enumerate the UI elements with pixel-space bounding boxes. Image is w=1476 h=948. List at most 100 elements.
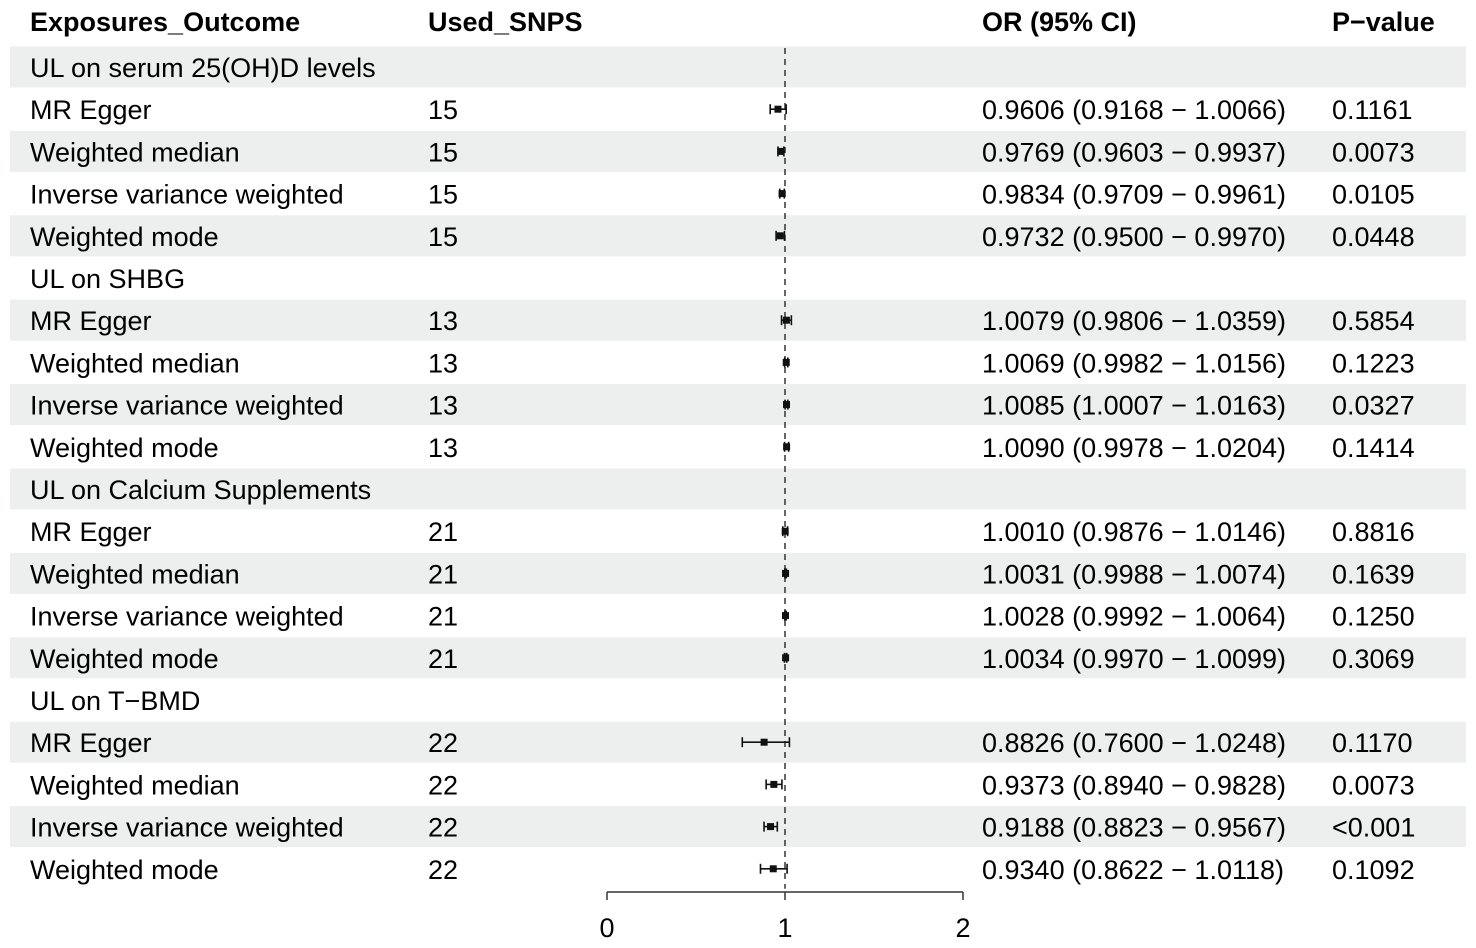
- p-value: 0.1414: [1332, 433, 1415, 463]
- p-value: <0.001: [1332, 813, 1415, 843]
- p-value: 0.1161: [1332, 95, 1413, 125]
- or-point: [760, 738, 768, 746]
- row-band: [10, 721, 1466, 763]
- p-value: 0.1639: [1332, 559, 1415, 589]
- row-bands: [10, 46, 1466, 848]
- or-point: [769, 865, 777, 873]
- snps-count: 22: [428, 813, 458, 843]
- method-label: Inverse variance weighted: [30, 602, 344, 632]
- snps-count: 15: [428, 222, 458, 252]
- method-label: MR Egger: [30, 517, 152, 547]
- snps-count: 15: [428, 180, 458, 210]
- method-label: Weighted median: [30, 770, 240, 800]
- method-label: MR Egger: [30, 306, 152, 336]
- p-value: 0.3069: [1332, 644, 1415, 674]
- row-band: [10, 46, 1466, 88]
- row-labels: UL on serum 25(OH)D levels MR Egger 15 0.96…: [30, 53, 1415, 885]
- p-value: 0.0327: [1332, 391, 1415, 421]
- method-label: Weighted mode: [30, 644, 219, 674]
- or-point: [778, 190, 786, 198]
- x-tick-label: 0: [599, 913, 614, 943]
- or-ci-text: 1.0034 (0.9970 − 1.0099): [982, 644, 1286, 674]
- or-point: [781, 612, 789, 620]
- or-ci-text: 1.0069 (0.9982 − 1.0156): [982, 348, 1286, 378]
- method-label: MR Egger: [30, 728, 152, 758]
- snps-count: 21: [428, 602, 458, 632]
- header-p-value: P−value: [1332, 7, 1435, 37]
- or-point: [782, 358, 790, 366]
- group-label: UL on T−BMD: [30, 686, 200, 716]
- x-tick-label: 2: [955, 913, 970, 943]
- row-band: [10, 215, 1466, 257]
- row-band: [10, 299, 1466, 341]
- or-point: [774, 105, 782, 113]
- p-value: 0.8816: [1332, 517, 1415, 547]
- or-ci-text: 0.8826 (0.7600 − 1.0248): [982, 728, 1286, 758]
- row-band: [10, 806, 1466, 848]
- snps-count: 21: [428, 559, 458, 589]
- or-ci-text: 0.9834 (0.9709 − 0.9961): [982, 180, 1286, 210]
- snps-count: 21: [428, 517, 458, 547]
- snps-count: 21: [428, 644, 458, 674]
- group-label: UL on serum 25(OH)D levels: [30, 53, 376, 83]
- snps-count: 13: [428, 391, 458, 421]
- row-band: [10, 552, 1466, 594]
- or-ci-text: 0.9606 (0.9168 − 1.0066): [982, 95, 1286, 125]
- header-used-snps: Used_SNPS: [428, 7, 583, 37]
- snps-count: 13: [428, 433, 458, 463]
- group-label: UL on SHBG: [30, 264, 185, 294]
- method-label: Inverse variance weighted: [30, 180, 344, 210]
- or-point: [767, 823, 775, 831]
- p-value: 0.0073: [1332, 137, 1415, 167]
- snps-count: 22: [428, 855, 458, 885]
- or-point: [777, 147, 785, 155]
- estimate-marks: [741, 104, 793, 874]
- or-ci-text: 1.0085 (1.0007 − 1.0163): [982, 391, 1286, 421]
- p-value: 0.1170: [1332, 728, 1413, 758]
- or-ci-text: 1.0090 (0.9978 − 1.0204): [982, 433, 1286, 463]
- x-axis: 0 1 2: [599, 891, 971, 943]
- method-label: Weighted median: [30, 348, 240, 378]
- or-point: [782, 654, 790, 662]
- row-band: [10, 384, 1466, 426]
- group-label: UL on Calcium Supplements: [30, 475, 371, 505]
- or-ci-text: 0.9373 (0.8940 − 0.9828): [982, 770, 1286, 800]
- or-ci-text: 0.9340 (0.8622 − 1.0118): [982, 855, 1284, 885]
- method-label: Weighted mode: [30, 222, 219, 252]
- or-ci-text: 1.0031 (0.9988 − 1.0074): [982, 559, 1286, 589]
- p-value: 0.0105: [1332, 180, 1415, 210]
- p-value: 0.1092: [1332, 855, 1415, 885]
- or-ci-text: 0.9732 (0.9500 − 0.9970): [982, 222, 1286, 252]
- or-point: [782, 569, 790, 577]
- method-label: Inverse variance weighted: [30, 813, 344, 843]
- p-value: 0.1250: [1332, 602, 1415, 632]
- or-ci-text: 1.0028 (0.9992 − 1.0064): [982, 602, 1286, 632]
- or-ci-text: 0.9769 (0.9603 − 0.9937): [982, 137, 1286, 167]
- column-headers: Exposures_Outcome Used_SNPS OR (95% CI) …: [30, 7, 1435, 37]
- p-value: 0.0448: [1332, 222, 1415, 252]
- or-point: [781, 527, 789, 535]
- or-point: [770, 780, 778, 788]
- or-point: [783, 443, 791, 451]
- method-label: Inverse variance weighted: [30, 391, 344, 421]
- snps-count: 15: [428, 137, 458, 167]
- header-exposure: Exposures_Outcome: [30, 7, 300, 37]
- method-label: Weighted mode: [30, 433, 219, 463]
- snps-count: 22: [428, 770, 458, 800]
- method-label: Weighted mode: [30, 855, 219, 885]
- or-ci-text: 1.0010 (0.9876 − 1.0146): [982, 517, 1286, 547]
- or-point: [776, 232, 784, 240]
- or-point: [782, 316, 790, 324]
- row-band: [10, 130, 1466, 172]
- or-ci-text: 0.9188 (0.8823 − 0.9567): [982, 813, 1286, 843]
- x-tick-label: 1: [777, 913, 792, 943]
- p-value: 0.0073: [1332, 770, 1415, 800]
- or-ci-text: 1.0079 (0.9806 − 1.0359): [982, 306, 1286, 336]
- p-value: 0.5854: [1332, 306, 1415, 336]
- snps-count: 13: [428, 306, 458, 336]
- or-point: [783, 401, 791, 409]
- p-value: 0.1223: [1332, 348, 1415, 378]
- snps-count: 13: [428, 348, 458, 378]
- snps-count: 22: [428, 728, 458, 758]
